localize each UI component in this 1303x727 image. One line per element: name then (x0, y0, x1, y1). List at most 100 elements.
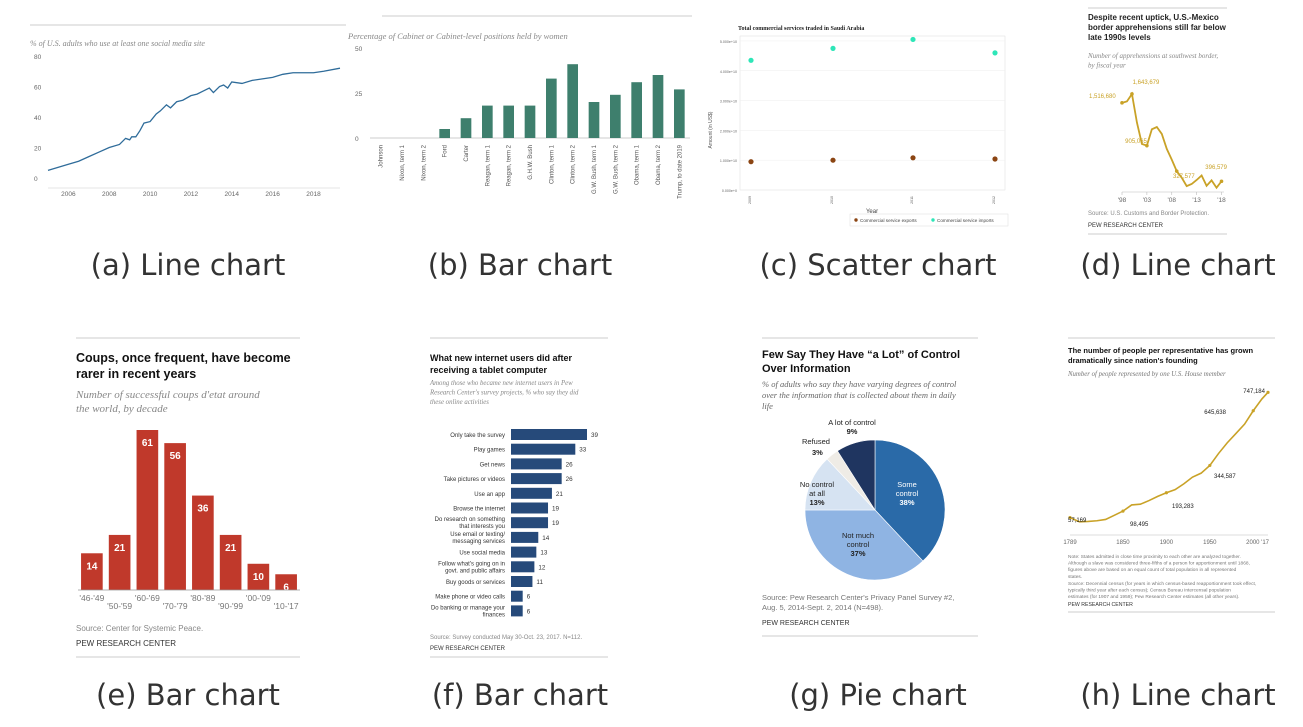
chart-c-y-label: Amount (in US$) (708, 111, 714, 148)
chart-b-y-tick: 50 (355, 46, 363, 53)
chart-e-subtitle: the world, by decade (76, 403, 168, 415)
chart-c-x-tick: 2010 (830, 196, 834, 204)
chart-h-x-tick: 1900 (1160, 540, 1174, 546)
chart-f-title-line: receiving a tablet computer (430, 365, 548, 375)
chart-h-data-label: 645,638 (1204, 410, 1226, 416)
chart-d-point (1174, 169, 1179, 173)
chart-b-x-tick: Clinton, term 2 (571, 144, 577, 184)
chart-f-category-label: that interests you (459, 524, 505, 530)
chart-b-bar (652, 75, 664, 138)
chart-g-source: Source: Pew Research Center's Privacy Pa… (762, 593, 954, 602)
chart-d-subtitle: by fiscal year (1088, 62, 1126, 70)
chart-f-value-label: 6 (527, 608, 531, 615)
chart-d-data-label: 1,516,680 (1089, 94, 1116, 100)
chart-h-data-label: 344,587 (1214, 474, 1236, 480)
chart-f-category-label: Get news (480, 462, 505, 468)
caption-g: (g) Pie chart (789, 678, 967, 712)
chart-b-x-tick: Clinton, term 1 (549, 144, 555, 184)
chart-c-y-tick: 2.000e+10 (720, 129, 737, 133)
chart-f-value-label: 11 (536, 579, 543, 586)
chart-e-x-tick: '46-'49 (79, 593, 104, 603)
chart-f-bar (511, 487, 552, 499)
chart-c-x-tick: 2009 (748, 196, 752, 204)
chart-d-x-tick: '13 (1192, 197, 1201, 204)
chart-e-value-label: 10 (253, 572, 265, 583)
chart-c-legend-swatch (931, 218, 935, 222)
chart-c-legend-label: Commercial service exports (860, 218, 917, 223)
chart-b-subtitle: Percentage of Cabinet or Cabinet-level p… (347, 31, 568, 41)
chart-e-x-tick: '90-'99 (218, 601, 243, 611)
chart-f-value-label: 26 (566, 476, 574, 483)
chart-h-source: estimates (for 1907 and 1959); Pew Resea… (1068, 594, 1239, 600)
chart-f-category-label: Do research on something (435, 517, 505, 523)
chart-f-bar (511, 605, 523, 617)
chart-b-x-tick: G.H.W. Bush (528, 145, 534, 180)
chart-g-label: 3% (812, 448, 823, 457)
caption-h: (h) Line chart (1080, 678, 1276, 712)
chart-h-subtitle: Number of people represented by one U.S.… (1067, 371, 1226, 378)
chart-f-bar (511, 443, 576, 455)
chart-b-y-tick: 0 (355, 136, 359, 143)
chart-h-note: states. (1068, 574, 1082, 580)
chart-b-x-tick: Reagan, term 1 (485, 144, 491, 186)
chart-f-credit: PEW RESEARCH CENTER (430, 646, 506, 652)
chart-g-slice (837, 439, 876, 512)
chart-f-subtitle: these online activities (430, 399, 489, 406)
chart-f-value-label: 39 (591, 432, 599, 439)
chart-h-note: Although a slave was considered three-fi… (1068, 561, 1250, 567)
chart-h-x-tick: 1850 (1116, 540, 1130, 546)
chart-f-category-label: Use an app (474, 492, 505, 498)
chart-e-value-label: 21 (114, 543, 126, 554)
chart-g-label: control (896, 489, 919, 498)
chart-f-category-label: Take pictures or videos (444, 477, 505, 483)
caption-b: (b) Bar chart (427, 248, 613, 282)
chart-h-point (1266, 390, 1270, 394)
chart-a-y-tick: 0 (34, 176, 38, 183)
chart-c-x-tick: 2011 (910, 196, 914, 204)
chart-c-y-tick: 5.000e+10 (720, 40, 737, 44)
chart-b-bar (460, 118, 472, 138)
chart-f-category-label: messaging services (452, 539, 505, 545)
chart-f-category-label: finances (483, 612, 505, 618)
chart-a-subtitle: % of U.S. adults who use at least one so… (30, 39, 205, 48)
caption-c: (c) Scatter chart (759, 248, 997, 282)
chart-f-category-label: Do banking or manage your (431, 605, 505, 611)
chart-c-y-tick: 3.000e+10 (720, 100, 737, 104)
chart-g-title-line: Over Information (762, 363, 851, 375)
chart-d-x-tick: '03 (1143, 197, 1152, 204)
chart-c-legend-swatch (854, 218, 858, 222)
chart-e-x-tick: '80-'89 (190, 593, 215, 603)
chart-h-series-line (1069, 391, 1269, 523)
chart-g-label: A lot of control (828, 418, 876, 427)
chart-c-x-tick: 2012 (992, 196, 996, 204)
chart-f-category-label: Browse the internet (453, 507, 505, 513)
chart-e-x-tick: '10-'17 (274, 601, 299, 611)
chart-f-title-line: What new internet users did after (430, 353, 573, 363)
chart-h-data-label: 98,495 (1130, 522, 1149, 528)
caption-d: (d) Line chart (1080, 248, 1276, 282)
chart-e-bar (136, 430, 159, 590)
chart-g-label: Some (897, 480, 917, 489)
chart-h-data-label: 747,184 (1243, 389, 1265, 395)
chart-e-bar (164, 443, 186, 590)
chart-g-slice (874, 439, 946, 562)
chart-f-value-label: 26 (566, 461, 574, 468)
chart-c-frame (739, 35, 1006, 191)
chart-b-x-tick: Obama, term 2 (656, 144, 662, 185)
chart-h-x-tick: 1789 (1063, 540, 1077, 546)
chart-c-point (992, 156, 998, 162)
chart-f-bar (511, 576, 533, 587)
chart-d-x-tick: '98 (1118, 197, 1127, 204)
chart-b-x-tick: Johnson (379, 145, 385, 168)
chart-g-subtitle: life (762, 401, 773, 411)
chart-f-subtitle: Research Center's survey projects, % who… (429, 390, 579, 397)
chart-g-label: control (847, 540, 870, 549)
chart-h-credit: PEW RESEARCH CENTER (1068, 602, 1133, 608)
chart-g-label: No control (800, 480, 835, 489)
chart-d-point (1130, 92, 1134, 96)
chart-f-bar (511, 517, 549, 529)
chart-a-series-line (47, 67, 341, 171)
chart-c-legend-label: Commercial service imports (937, 218, 994, 223)
chart-e-x-tick: '70-'79 (163, 601, 188, 611)
chart-a-x-tick: 2014 (225, 191, 240, 198)
